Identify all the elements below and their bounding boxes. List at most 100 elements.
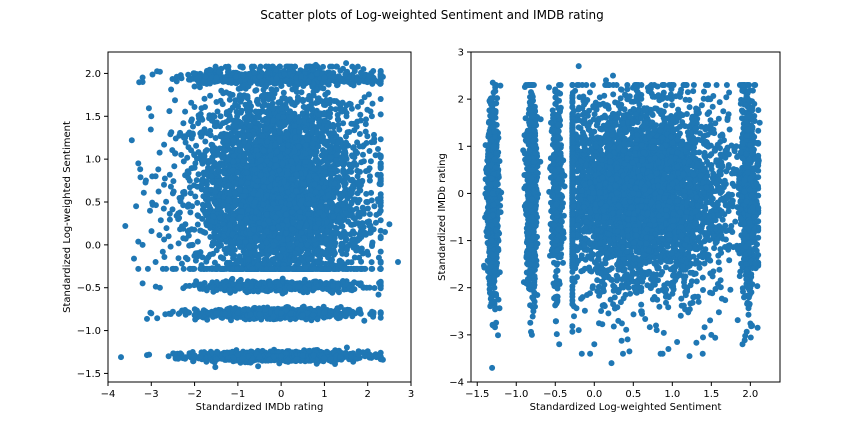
left-scatter-point (343, 133, 349, 140)
left-scatter-point (367, 158, 374, 165)
left-scatter-point (313, 278, 319, 285)
left-scatter-point (363, 190, 370, 197)
left-scatter-point (357, 310, 364, 317)
left-scatter-point (137, 174, 144, 181)
left-plot-area (107, 51, 412, 383)
left-scatter-point (175, 355, 182, 362)
left-scatter-point (163, 265, 170, 272)
left-scatter-point (351, 279, 358, 286)
left-scatter-point (358, 99, 365, 105)
left-scatter-point (234, 314, 241, 321)
left-scatter-point (348, 259, 355, 266)
left-scatter-point (156, 232, 163, 239)
left-scatter-point (142, 177, 149, 184)
left-scatter-point (157, 217, 164, 224)
left-scatter-point (240, 306, 247, 313)
left-scatter-point (159, 248, 166, 255)
left-scatter-point (228, 317, 234, 324)
left-scatter-point (166, 216, 173, 223)
left-scatter-point (324, 286, 331, 293)
left-scatter-point (199, 285, 206, 292)
left-scatter-point (368, 113, 375, 120)
left-scatter-point (171, 350, 178, 357)
left-scatter-point (182, 221, 189, 228)
left-scatter-point (371, 285, 378, 291)
left-scatter-point (287, 310, 294, 317)
figure-suptitle: Scatter plots of Log-weighted Sentiment … (260, 8, 604, 22)
left-scatter-point (327, 356, 334, 362)
left-scatter-point (182, 108, 189, 115)
left-scatter-point (364, 205, 371, 212)
left-scatter-point (269, 100, 276, 107)
left-scatter-point (251, 63, 258, 70)
left-scatter-point (375, 146, 381, 152)
left-scatter-point (300, 103, 307, 110)
left-scatter-point (349, 313, 356, 320)
left-scatter-point (187, 209, 194, 216)
left-scatter-point (178, 260, 185, 267)
left-scatter-point (170, 178, 177, 185)
left-scatter-point (270, 353, 277, 360)
left-scatter-point (364, 248, 371, 255)
left-scatter-point (193, 177, 200, 184)
left-scatter-point (360, 151, 366, 158)
left-scatter-point (337, 304, 344, 310)
left-scatter-point (284, 356, 291, 363)
left-scatter-point (194, 221, 201, 228)
left-scatter-point (160, 205, 167, 212)
left-scatter-point (310, 352, 317, 359)
left-scatter-point (309, 105, 315, 112)
left-scatter-point (349, 287, 356, 294)
left-scatter-point (354, 139, 361, 146)
left-scatter-point (167, 243, 174, 250)
left-scatter-point (310, 312, 317, 318)
left-scatter-point (357, 117, 364, 124)
left-scatter-point (377, 217, 384, 224)
left-points (118, 60, 401, 371)
left-scatter-point (255, 280, 262, 287)
left-scatter-point (169, 206, 176, 213)
left-scatter-point (351, 230, 358, 237)
left-scatter-point (358, 245, 365, 252)
left-scatter-point (210, 250, 216, 257)
left-scatter-point (247, 311, 254, 318)
left-scatter-point (295, 283, 302, 290)
left-scatter-point (360, 158, 367, 165)
left-scatter-point (377, 248, 384, 255)
left-scatter-point (161, 181, 167, 188)
left-scatter-point (364, 106, 371, 113)
left-scatter-point (305, 282, 312, 288)
left-scatter-point (377, 259, 384, 266)
left-scatter-point (267, 281, 273, 288)
left-scatter-point (336, 314, 343, 321)
left-scatter-point (355, 351, 362, 358)
left-scatter-point (194, 238, 201, 245)
left-scatter-point (365, 91, 372, 98)
left-scatter-point (322, 91, 329, 98)
left-scatter-point (161, 254, 168, 260)
left-scatter-point (175, 255, 182, 262)
left-scatter-point (361, 317, 368, 324)
left-scatter-point (197, 353, 204, 360)
left-scatter-point (144, 315, 150, 322)
left-scatter-point (222, 278, 229, 285)
left-scatter-point (168, 86, 175, 93)
left-scatter-point (239, 355, 246, 362)
left-scatter-point (186, 309, 192, 316)
left-scatter-point (306, 347, 313, 354)
left-scatter-point (348, 353, 354, 360)
left-scatter-point (205, 309, 212, 316)
left-scatter-point (339, 278, 346, 284)
left-scatter-point (144, 265, 151, 272)
left-scatter-point (204, 316, 211, 323)
left-scatter-point (161, 141, 168, 148)
left-scatter-point (147, 126, 154, 133)
left-scatter-point (166, 171, 173, 178)
left-scatter-point (137, 166, 144, 173)
left-scatter-point (201, 95, 208, 102)
left-scatter-point (266, 356, 273, 363)
left-scatter-point (235, 283, 242, 290)
left-scatter-point (185, 232, 192, 239)
left-scatter-point (173, 212, 180, 219)
